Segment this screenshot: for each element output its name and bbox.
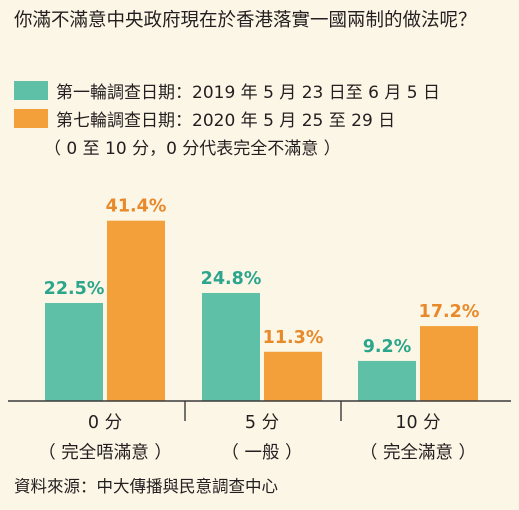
legend: 第一輪調查日期：2019 年 5 月 23 日至 6 月 5 日 第七輪調查日期… xyxy=(14,76,510,132)
category-label-0-line-1: （ 完全唔滿意 ） xyxy=(38,443,172,463)
data-label-1-series-0: 24.8% xyxy=(201,269,262,289)
legend-item-round1: 第一輪調查日期：2019 年 5 月 23 日至 6 月 5 日 xyxy=(14,76,510,104)
bar-2-series-1 xyxy=(420,326,478,401)
category-label-1-line-0: 5 分 xyxy=(245,413,279,433)
bar-1-series-0 xyxy=(202,292,260,401)
category-label-0-line-0: 0 分 xyxy=(88,413,122,433)
category-label-2-line-0: 10 分 xyxy=(395,413,440,433)
data-label-2-series-1: 17.2% xyxy=(419,302,480,322)
legend-swatch-round7 xyxy=(14,108,48,128)
bar-2-series-0 xyxy=(358,360,416,401)
bar-1-series-1 xyxy=(264,351,322,401)
bar-0-series-1 xyxy=(107,220,165,401)
data-label-1-series-1: 11.3% xyxy=(263,328,324,348)
scale-note: （ 0 至 10 分，0 分代表完全不滿意 ） xyxy=(44,139,341,159)
data-label-0-series-0: 22.5% xyxy=(44,279,105,299)
category-label-2-line-1: （ 完全滿意 ） xyxy=(360,443,476,463)
chart-title: 你滿不滿意中央政府現在於香港落實一國兩制的做法呢？ xyxy=(14,10,477,31)
legend-label-round1: 第一輪調查日期：2019 年 5 月 23 日至 6 月 5 日 xyxy=(56,82,440,103)
legend-label-round7: 第七輪調查日期：2020 年 5 月 25 至 29 日 xyxy=(56,110,396,131)
legend-swatch-round1 xyxy=(14,80,48,100)
data-label-2-series-0: 9.2% xyxy=(363,337,412,357)
legend-item-round7: 第七輪調查日期：2020 年 5 月 25 至 29 日 xyxy=(14,104,510,132)
bar-0-series-0 xyxy=(45,303,103,401)
category-label-1-line-1: （ 一般 ） xyxy=(221,443,302,463)
source-note: 資料來源：中大傳播與民意調查中心 xyxy=(14,477,278,496)
bar-chart: 22.5% 41.4% 0 分 （ 完全唔滿意 ） 24.8% 11.3% 5 分 （ 一般 … xyxy=(8,197,511,463)
data-label-0-series-1: 41.4% xyxy=(106,197,167,217)
